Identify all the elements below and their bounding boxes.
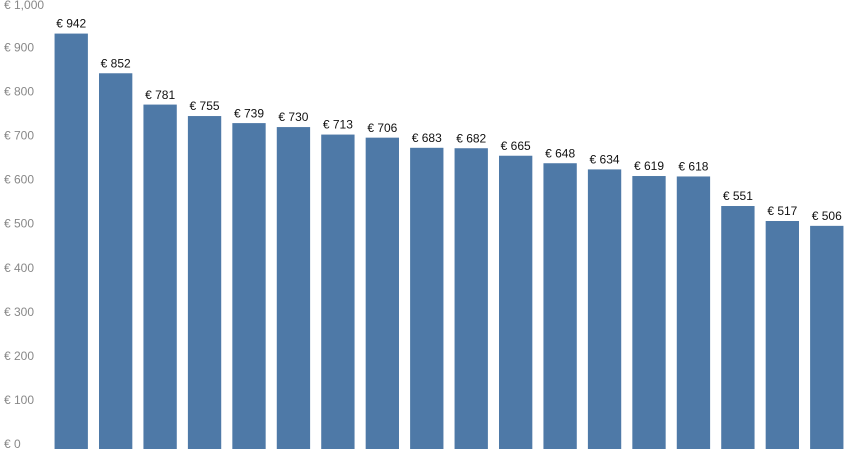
value-label: € 634 [590,153,620,167]
y-tick-label: € 300 [4,305,34,319]
value-label: € 517 [767,204,797,218]
bar [410,147,444,449]
bar [721,206,755,449]
bar [143,104,177,449]
y-tick-label: € 600 [4,173,34,187]
bar [632,176,666,449]
y-tick-label: € 800 [4,84,34,98]
bar [676,176,711,449]
y-tick-label: € 700 [4,128,34,142]
bar [276,127,311,449]
bar [232,123,266,449]
bar [499,155,533,450]
bar [765,221,799,449]
bar [543,163,577,449]
value-label: € 648 [545,146,575,160]
y-tick-label: € 400 [4,261,34,275]
value-label: € 683 [412,131,442,145]
value-label: € 713 [323,118,353,132]
value-label: € 739 [234,106,264,120]
value-label: € 781 [145,88,175,102]
value-label: € 706 [367,121,397,135]
bar [454,148,488,449]
y-tick-label: € 1,000 [4,0,44,12]
value-label: € 730 [278,110,308,124]
value-label: € 682 [456,131,486,145]
bar [810,225,844,449]
y-tick-label: € 0 [4,437,21,451]
value-label: € 506 [812,209,842,223]
bar [365,137,399,450]
value-label: € 618 [678,160,708,174]
y-tick-label: € 500 [4,217,34,231]
y-tick-label: € 900 [4,40,34,54]
value-label: € 852 [101,56,131,70]
value-label: € 619 [634,159,664,173]
value-label: € 551 [723,189,753,203]
y-tick-label: € 200 [4,349,34,363]
bar [187,116,222,450]
bar [99,73,133,449]
value-label: € 665 [501,139,531,153]
value-label: € 755 [190,99,220,113]
bar [587,169,622,449]
bar [321,134,355,449]
y-tick-label: € 100 [4,393,34,407]
bar [54,33,88,449]
value-label: € 942 [56,17,86,31]
